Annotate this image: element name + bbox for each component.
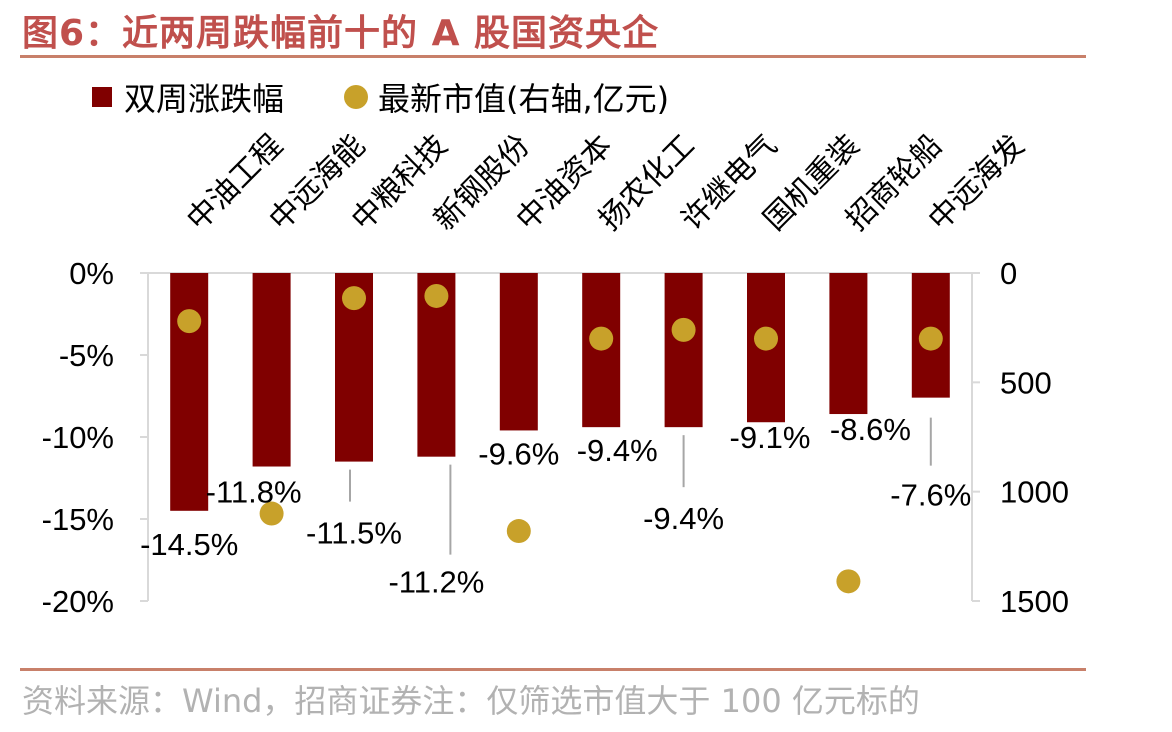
source-divider (20, 668, 1086, 671)
legend-item-dots: 最新市值(右轴,亿元) (344, 74, 669, 120)
y-left-tick-label: -5% (59, 338, 114, 373)
y-left-tick-label: -15% (42, 502, 114, 537)
y-left-tick-label: 0% (69, 256, 114, 291)
source-note: 资料来源：Wind，招商证券注：仅筛选市值大于 100 亿元标的 (22, 682, 920, 720)
y-left-tick-label: -10% (42, 420, 114, 455)
chart-title: 图6：近两周跌幅前十的 A 股国资央企 (22, 13, 659, 54)
market-cap-dot-1 (177, 309, 202, 334)
legend-bar-swatch (92, 87, 112, 107)
bar-2 (252, 273, 291, 467)
data-label-3: -11.5% (306, 516, 402, 551)
y-right-tick-label: 0 (1000, 256, 1017, 291)
bar-9 (829, 273, 868, 415)
data-label-6: -9.4% (577, 433, 658, 468)
market-cap-dot-6 (589, 326, 614, 351)
data-label-4: -11.2% (388, 565, 484, 600)
legend-item-bars: 双周涨跌幅 (92, 74, 284, 120)
bar-7 (664, 273, 703, 428)
data-label-1: -14.5% (140, 527, 238, 562)
data-label-9: -8.6% (830, 412, 911, 447)
title-divider (20, 55, 1086, 58)
market-cap-dot-2 (259, 501, 284, 526)
bar-5 (499, 273, 538, 431)
y-left-tick-label: -20% (42, 584, 114, 619)
bar-1 (170, 273, 209, 511)
data-label-10: -7.6% (890, 478, 971, 513)
legend-dot-label: 最新市值(右轴,亿元) (378, 80, 670, 118)
y-right-tick-label: 500 (1000, 365, 1052, 400)
market-cap-dot-7 (671, 317, 696, 342)
y-right-tick-label: 1000 (1000, 475, 1069, 510)
market-cap-dot-3 (342, 286, 366, 311)
chart-plot: 0%-5%-10%-15%-20%050010001500中油工程中远海能中粮科… (42, 129, 1069, 619)
data-label-2: -11.8% (206, 475, 302, 510)
y-right-tick-label: 1500 (1000, 584, 1069, 619)
market-cap-dot-5 (506, 519, 531, 544)
market-cap-dot-9 (836, 569, 861, 594)
market-cap-dot-10 (918, 326, 943, 351)
market-cap-dot-8 (754, 326, 778, 351)
market-cap-dot-4 (424, 283, 449, 308)
data-label-7: -9.4% (643, 501, 724, 536)
legend-bar-label: 双周涨跌幅 (124, 80, 285, 118)
legend-dot-swatch (344, 85, 369, 109)
data-label-5: -9.6% (478, 436, 559, 471)
data-label-8: -9.1% (730, 420, 811, 455)
legend: 双周涨跌幅 最新市值(右轴,亿元) (92, 74, 729, 120)
